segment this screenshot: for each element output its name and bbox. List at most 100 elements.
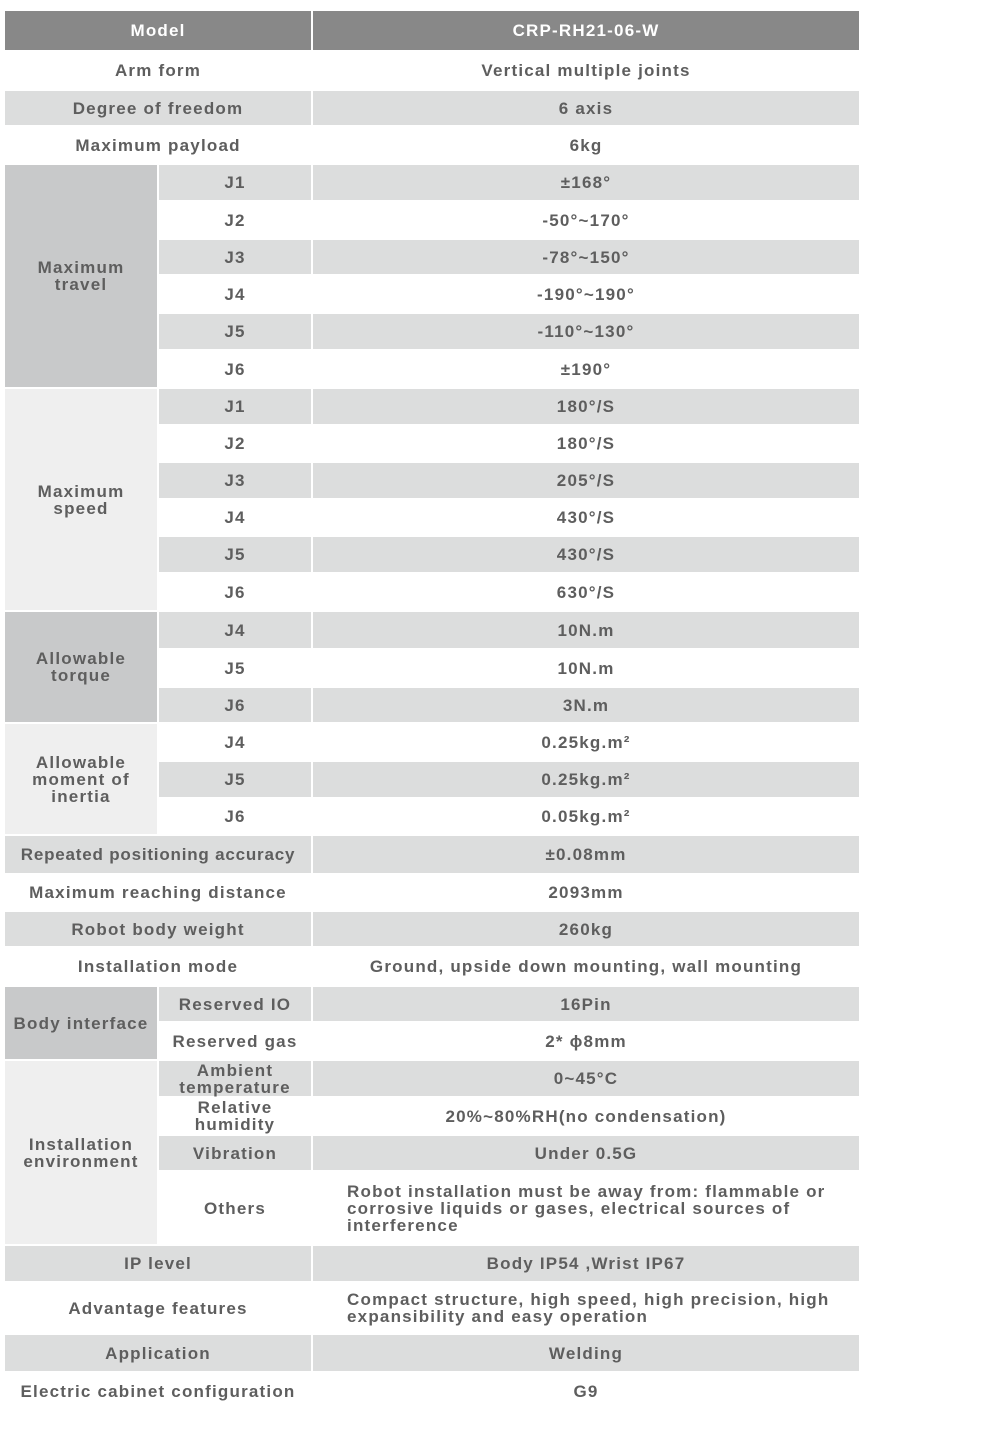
joint-label: J3 [156,238,314,276]
row-label: Degree of freedom [2,89,314,127]
group-label-max-travel: Maximum travel [3,163,159,389]
table-row: J6 0.05kg.m² [4,797,862,836]
row-label: Maximum reaching distance [2,873,314,912]
spec-table: Model CRP-RH21-06-W Arm form Vertical mul… [2,9,862,1412]
joint-value: 430°/S [311,498,862,537]
joint-value: 10N.m [311,648,862,688]
table-row: Repeated positioning accuracy ±0.08mm [2,834,862,875]
row-label: Maximum payload [2,125,314,165]
row-value: Welding [311,1333,862,1373]
table-row: J5 430°/S [4,535,862,574]
item-value: 16Pin [311,985,862,1023]
table-row: Reserved gas 2* ϕ8mm [4,1021,862,1061]
table-row: Degree of freedom 6 axis [2,89,862,127]
group-label-body-interface: Body interface [3,985,159,1061]
row-value: 2093mm [311,873,862,912]
joint-value: 0.25kg.m² [311,722,862,762]
table-row: J5 0.25kg.m² [4,760,862,799]
table-row: J6 ±190° [4,349,862,389]
joint-label: J5 [156,648,314,688]
header-row: Model CRP-RH21-06-W [2,9,862,52]
table-row: J6 630°/S [4,572,862,612]
joint-value: -50°~170° [311,200,862,240]
group-label-allowable-inertia: Allowable moment of inertia [3,722,159,836]
joint-value: ±190° [311,349,862,389]
joint-value: 0.25kg.m² [311,760,862,799]
item-label: Reserved IO [156,985,314,1023]
joint-label: J4 [156,274,314,314]
item-value: Robot installation must be away from: fl… [311,1170,862,1246]
joint-value: 430°/S [311,535,862,574]
joint-label: J6 [156,797,314,836]
row-value: 6 axis [311,89,862,127]
joint-value: ±168° [311,163,862,202]
table-row: J2 180°/S [4,424,862,463]
row-value: Vertical multiple joints [311,50,862,91]
row-label: Advantage features [2,1281,314,1335]
table-row: IP level Body IP54 ,Wrist IP67 [2,1244,862,1283]
table-row: J6 3N.m [4,686,862,724]
item-label: Others [156,1170,314,1246]
table-row: Maximum reaching distance 2093mm [2,873,862,912]
joint-value: 630°/S [311,572,862,612]
joint-value: 3N.m [311,686,862,724]
table-row: Vibration Under 0.5G [4,1134,862,1172]
table-row: J4 -190°~190° [4,274,862,314]
table-row: Allowable torque J4 10N.m [3,610,862,724]
row-label: Application [2,1333,314,1373]
row-value: ±0.08mm [311,834,862,875]
item-value: 0~45°C [311,1059,862,1098]
table-row: Maximum travel J1 ±168° [3,163,862,389]
table-row: Arm form Vertical multiple joints [2,50,862,91]
table-row: Installation mode Ground, upside down mou… [2,946,862,987]
joint-value: 10N.m [311,610,862,650]
row-label: Robot body weight [2,910,314,948]
header-model: CRP-RH21-06-W [311,9,862,52]
joint-value: 180°/S [311,387,862,426]
joint-label: J6 [156,572,314,612]
joint-label: J2 [156,200,314,240]
joint-label: J5 [156,760,314,799]
table-row: Electric cabinet configuration G9 [2,1371,862,1412]
row-label: IP level [2,1244,314,1283]
joint-label: J3 [156,461,314,500]
item-label: Relative humidity [156,1096,314,1136]
table-row: J2 -50°~170° [4,200,862,240]
row-value: Ground, upside down mounting, wall mount… [311,946,862,987]
table-row: Advantage features Compact structure, hig… [2,1281,862,1335]
table-row: J3 205°/S [4,461,862,500]
row-label: Arm form [2,50,314,91]
row-value: G9 [311,1371,862,1412]
group-label-installation-environment: Installation environment [3,1059,159,1246]
header-label: Model [2,9,314,52]
table-row: Others Robot installation must be away fr… [4,1170,862,1246]
item-value: 20%~80%RH(no condensation) [311,1096,862,1136]
table-row: Body interface Reserved IO 16Pin [3,985,862,1061]
item-value: 2* ϕ8mm [311,1021,862,1061]
table-row: Allowable moment of inertia J4 0.25kg.m² [3,722,862,836]
joint-value: 180°/S [311,424,862,463]
row-label: Repeated positioning accuracy [2,834,314,875]
joint-label: J1 [156,387,314,426]
joint-label: J4 [156,610,314,650]
item-label: Reserved gas [156,1021,314,1061]
joint-label: J4 [156,498,314,537]
joint-label: J5 [156,312,314,351]
joint-value: -78°~150° [311,238,862,276]
joint-value: 0.05kg.m² [311,797,862,836]
group-label-allowable-torque: Allowable torque [3,610,159,724]
joint-label: J1 [156,163,314,202]
table-row: Relative humidity 20%~80%RH(no condensati… [4,1096,862,1136]
row-label: Installation mode [2,946,314,987]
row-value: Compact structure, high speed, high prec… [311,1281,862,1335]
joint-label: J6 [156,686,314,724]
table-row: J5 -110°~130° [4,312,862,351]
item-value: Under 0.5G [311,1134,862,1172]
group-label-max-speed: Maximum speed [3,387,159,612]
item-label: Vibration [156,1134,314,1172]
joint-value: 205°/S [311,461,862,500]
joint-label: J5 [156,535,314,574]
table-row: J5 10N.m [4,648,862,688]
joint-label: J4 [156,722,314,762]
row-label: Electric cabinet configuration [2,1371,314,1412]
